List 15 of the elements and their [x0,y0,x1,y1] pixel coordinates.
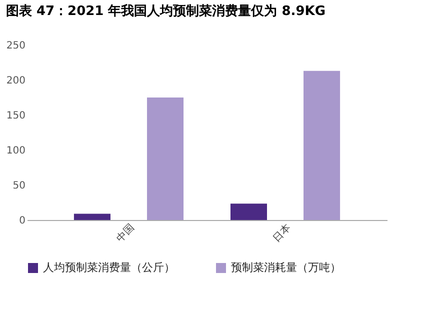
y-tick-label: 150 [6,110,26,122]
y-tick-label: 50 [12,180,26,192]
legend-label: 人均预制菜消费量（公斤） [43,261,175,274]
bar [230,204,267,220]
y-tick-label: 200 [6,76,26,86]
chart-title: 图表 47：2021 年我国人均预制菜消费量仅为 8.9KG [6,3,326,19]
legend-label: 预制菜消耗量（万吨） [231,261,341,274]
bar [147,98,184,220]
x-tick-label: 中国 [114,222,137,244]
bar [74,214,110,220]
x-tick-label: 日本 [270,222,294,244]
y-tick-label: 0 [19,216,26,226]
y-tick-label: 100 [6,146,26,156]
y-tick-label: 250 [6,40,26,52]
bar [304,70,340,220]
